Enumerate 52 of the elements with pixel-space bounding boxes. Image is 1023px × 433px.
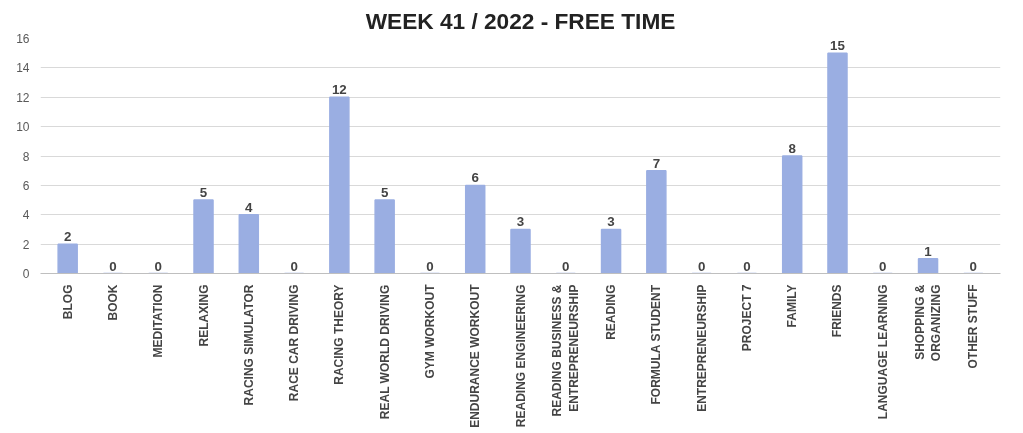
data-label: 5 [199,185,208,201]
y-tick-label: 10 [16,120,30,135]
data-label: 0 [879,258,887,274]
x-tick-label: OTHER STUFF [966,284,981,369]
data-label: 7 [652,155,661,171]
data-label: 6 [471,170,479,186]
x-tick-label: READING BUSINESS & ENTREPRENEURSHIP [550,284,582,417]
x-tick-label: RACING SIMULATOR [241,284,256,406]
x-tick-label: READING [604,284,619,340]
data-label: 8 [788,141,796,156]
x-tick-label: REAL WORLD DRIVING [377,284,392,420]
data-label: 0 [426,258,434,274]
y-tick-label: 6 [22,178,30,193]
data-label: 0 [290,258,298,274]
x-tick-label: LANGUAGE LEARNING [875,284,890,420]
y-tick-label: 4 [22,208,30,223]
x-tick-label: READING ENGINEERING [513,284,528,428]
data-label: 2 [63,229,72,245]
x-tick-label: MEDITATION [151,284,166,358]
data-label: 0 [743,258,751,274]
data-label: 12 [331,82,347,98]
data-label: 4 [245,199,254,215]
data-label: 5 [380,185,389,201]
x-tick-label: ENDURANCE WORKOUT [468,283,483,428]
data-label: 0 [109,258,117,274]
x-tick-label: ENTREPRENEURSHIP [694,284,709,412]
x-tick-label: FAMILY [785,284,800,328]
x-tick-label: RACE CAR DRIVING [287,284,302,402]
data-label: 0 [154,258,162,274]
x-tick-label: RACING THEORY [332,284,347,385]
data-label: 3 [607,214,615,230]
y-tick-label: 0 [22,267,30,281]
x-tick-label: BOOK [105,284,120,321]
x-tick-label: GYM WORKOUT [422,283,437,379]
y-tick-label: 8 [22,149,30,164]
data-label: 1 [924,243,933,259]
data-label: 0 [969,258,978,274]
data-label: 3 [516,214,525,230]
data-label: 15 [830,38,846,54]
y-tick-label: 14 [16,61,30,76]
y-tick-label: 2 [22,237,30,252]
chart-title: WEEK 41 / 2022 - FREE TIME [365,7,676,34]
x-tick-label: FRIENDS [830,284,845,338]
x-tick-label: SHOPPING & ORGANIZING [912,284,944,362]
data-label: 0 [562,258,570,274]
x-tick-label: PROJECT 7 [739,284,754,352]
data-label: 0 [697,258,706,274]
x-tick-label: FORMULA STUDENT [649,284,664,405]
y-tick-label: 12 [16,90,30,105]
x-tick-label: BLOG [60,284,75,320]
y-tick-label: 16 [16,32,30,46]
x-tick-label: RELAXING [196,284,211,347]
